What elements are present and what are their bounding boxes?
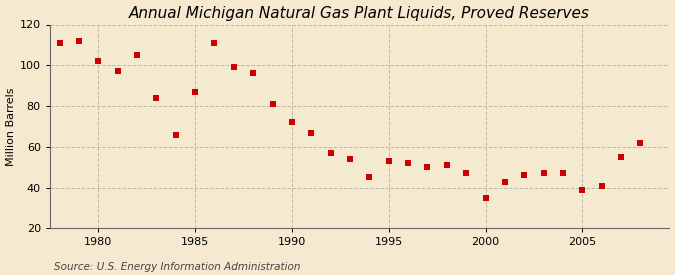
Point <box>93 59 104 64</box>
Point <box>596 183 607 188</box>
Point <box>190 90 200 94</box>
Point <box>74 39 84 43</box>
Point <box>403 161 414 165</box>
Point <box>132 53 142 57</box>
Point <box>383 159 394 163</box>
Text: Source: U.S. Energy Information Administration: Source: U.S. Energy Information Administ… <box>54 262 300 272</box>
Point <box>519 173 530 178</box>
Point <box>364 175 375 180</box>
Title: Annual Michigan Natural Gas Plant Liquids, Proved Reserves: Annual Michigan Natural Gas Plant Liquid… <box>129 6 590 21</box>
Point <box>441 163 452 167</box>
Point <box>344 157 355 161</box>
Point <box>170 133 181 137</box>
Point <box>461 171 472 175</box>
Point <box>616 155 626 159</box>
Point <box>480 196 491 200</box>
Point <box>228 65 239 70</box>
Point <box>248 71 259 76</box>
Point <box>112 69 123 74</box>
Point <box>635 141 646 145</box>
Point <box>422 165 433 169</box>
Point <box>267 102 278 106</box>
Point <box>286 120 297 125</box>
Point <box>306 130 317 135</box>
Point <box>500 179 510 184</box>
Y-axis label: Million Barrels: Million Barrels <box>5 87 16 166</box>
Point <box>325 151 336 155</box>
Point <box>577 188 588 192</box>
Point <box>151 96 162 100</box>
Point <box>558 171 568 175</box>
Point <box>54 41 65 45</box>
Point <box>538 171 549 175</box>
Point <box>209 41 220 45</box>
